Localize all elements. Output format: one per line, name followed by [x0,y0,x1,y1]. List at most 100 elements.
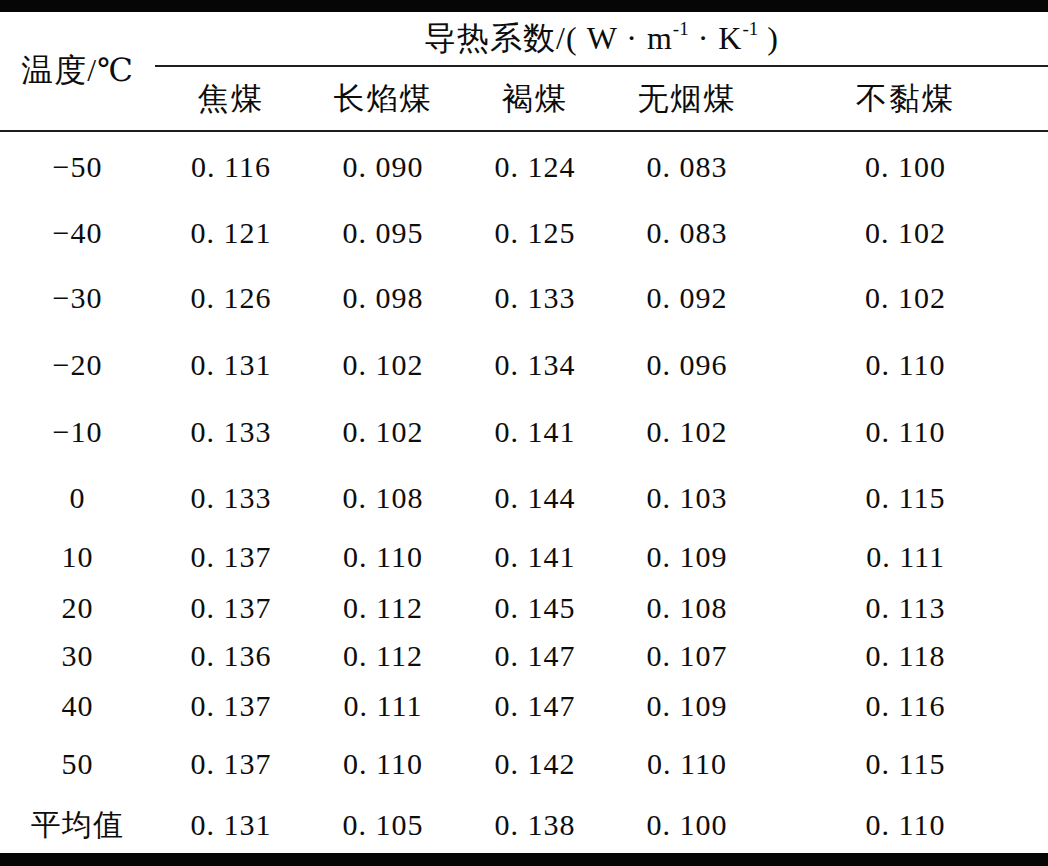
value-cell: 0. 107 [611,632,763,680]
value-cell: 0. 124 [459,131,611,201]
table-bottom-border [0,853,1048,866]
value-cell: 0. 110 [763,797,1048,853]
table-row: −10 0. 133 0. 102 0. 141 0. 102 0. 110 [0,399,1048,465]
paper-table-page: 温度/℃ 导热系数/( W · m-1 · K-1 ) 焦煤 长焰煤 褐煤 无烟… [0,0,1048,866]
value-cell: 0. 102 [763,201,1048,265]
table-row: 0 0. 133 0. 108 0. 144 0. 103 0. 115 [0,465,1048,530]
temp-cell: −30 [0,265,155,331]
value-cell: 0. 131 [155,331,307,399]
value-cell: 0. 110 [611,731,763,797]
value-cell: 0. 115 [763,731,1048,797]
value-cell: 0. 121 [155,201,307,265]
value-cell: 0. 136 [155,632,307,680]
value-cell: 0. 142 [459,731,611,797]
value-cell: 0. 098 [307,265,459,331]
column-header-lignite: 褐煤 [459,66,611,131]
value-cell: 0. 144 [459,465,611,530]
table-row-average: 平均值 0. 131 0. 105 0. 138 0. 100 0. 110 [0,797,1048,853]
unit-text-suffix: ) [758,20,779,56]
value-cell: 0. 115 [763,465,1048,530]
value-cell: 0. 125 [459,201,611,265]
value-cell: 0. 116 [763,680,1048,731]
value-cell: 0. 137 [155,731,307,797]
value-cell: 0. 110 [763,331,1048,399]
table-row: −40 0. 121 0. 095 0. 125 0. 083 0. 102 [0,201,1048,265]
value-cell: 0. 141 [459,399,611,465]
value-cell: 0. 096 [611,331,763,399]
value-cell: 0. 141 [459,530,611,583]
value-cell: 0. 109 [611,680,763,731]
temp-cell: −40 [0,201,155,265]
coefficient-unit-header: 导热系数/( W · m-1 · K-1 ) [155,12,1048,66]
column-header-anthracite: 无烟煤 [611,66,763,131]
value-cell: 0. 108 [307,465,459,530]
value-cell: 0. 105 [307,797,459,853]
value-cell: 0. 133 [459,265,611,331]
value-cell: 0. 131 [155,797,307,853]
value-cell: 0. 092 [611,265,763,331]
temp-cell: 10 [0,530,155,583]
unit-superscript: -1 [673,18,689,39]
temp-cell: 20 [0,583,155,632]
value-cell: 0. 083 [611,201,763,265]
value-cell: 0. 116 [155,131,307,201]
unit-text-prefix: 导热系数/( W · m [424,20,673,56]
value-cell: 0. 110 [307,731,459,797]
unit-superscript: -1 [742,18,758,39]
value-cell: 0. 102 [763,265,1048,331]
value-cell: 0. 133 [155,465,307,530]
value-cell: 0. 137 [155,530,307,583]
value-cell: 0. 100 [611,797,763,853]
column-header-non-caking-coal: 不黏煤 [763,66,1048,131]
value-cell: 0. 147 [459,632,611,680]
temp-cell: 0 [0,465,155,530]
value-cell: 0. 109 [611,530,763,583]
value-cell: 0. 083 [611,131,763,201]
temp-cell: 30 [0,632,155,680]
table-row: −20 0. 131 0. 102 0. 134 0. 096 0. 110 [0,331,1048,399]
table-row: 50 0. 137 0. 110 0. 142 0. 110 0. 115 [0,731,1048,797]
temp-cell: 平均值 [0,797,155,853]
value-cell: 0. 138 [459,797,611,853]
value-cell: 0. 145 [459,583,611,632]
column-header-long-flame-coal: 长焰煤 [307,66,459,131]
value-cell: 0. 147 [459,680,611,731]
temperature-column-header: 温度/℃ [0,12,155,131]
value-cell: 0. 103 [611,465,763,530]
value-cell: 0. 090 [307,131,459,201]
temp-cell: −20 [0,331,155,399]
temp-cell: −50 [0,131,155,201]
value-cell: 0. 112 [307,583,459,632]
value-cell: 0. 110 [307,530,459,583]
header-row-coal-types: 焦煤 长焰煤 褐煤 无烟煤 不黏煤 [0,66,1048,131]
value-cell: 0. 111 [763,530,1048,583]
value-cell: 0. 108 [611,583,763,632]
value-cell: 0. 112 [307,632,459,680]
table-row: −50 0. 116 0. 090 0. 124 0. 083 0. 100 [0,131,1048,201]
value-cell: 0. 102 [611,399,763,465]
value-cell: 0. 118 [763,632,1048,680]
value-cell: 0. 126 [155,265,307,331]
value-cell: 0. 134 [459,331,611,399]
temp-cell: −10 [0,399,155,465]
table-row: 10 0. 137 0. 110 0. 141 0. 109 0. 111 [0,530,1048,583]
unit-text-mid: · K [689,20,743,56]
value-cell: 0. 102 [307,399,459,465]
value-cell: 0. 100 [763,131,1048,201]
temp-cell: 40 [0,680,155,731]
table-row: 20 0. 137 0. 112 0. 145 0. 108 0. 113 [0,583,1048,632]
thermal-conductivity-table: 温度/℃ 导热系数/( W · m-1 · K-1 ) 焦煤 长焰煤 褐煤 无烟… [0,12,1048,853]
value-cell: 0. 110 [763,399,1048,465]
value-cell: 0. 111 [307,680,459,731]
value-cell: 0. 137 [155,583,307,632]
temp-cell: 50 [0,731,155,797]
value-cell: 0. 133 [155,399,307,465]
value-cell: 0. 113 [763,583,1048,632]
table-row: −30 0. 126 0. 098 0. 133 0. 092 0. 102 [0,265,1048,331]
table-row: 30 0. 136 0. 112 0. 147 0. 107 0. 118 [0,632,1048,680]
value-cell: 0. 137 [155,680,307,731]
value-cell: 0. 102 [307,331,459,399]
table-top-border [0,0,1048,12]
table-row: 40 0. 137 0. 111 0. 147 0. 109 0. 116 [0,680,1048,731]
value-cell: 0. 095 [307,201,459,265]
